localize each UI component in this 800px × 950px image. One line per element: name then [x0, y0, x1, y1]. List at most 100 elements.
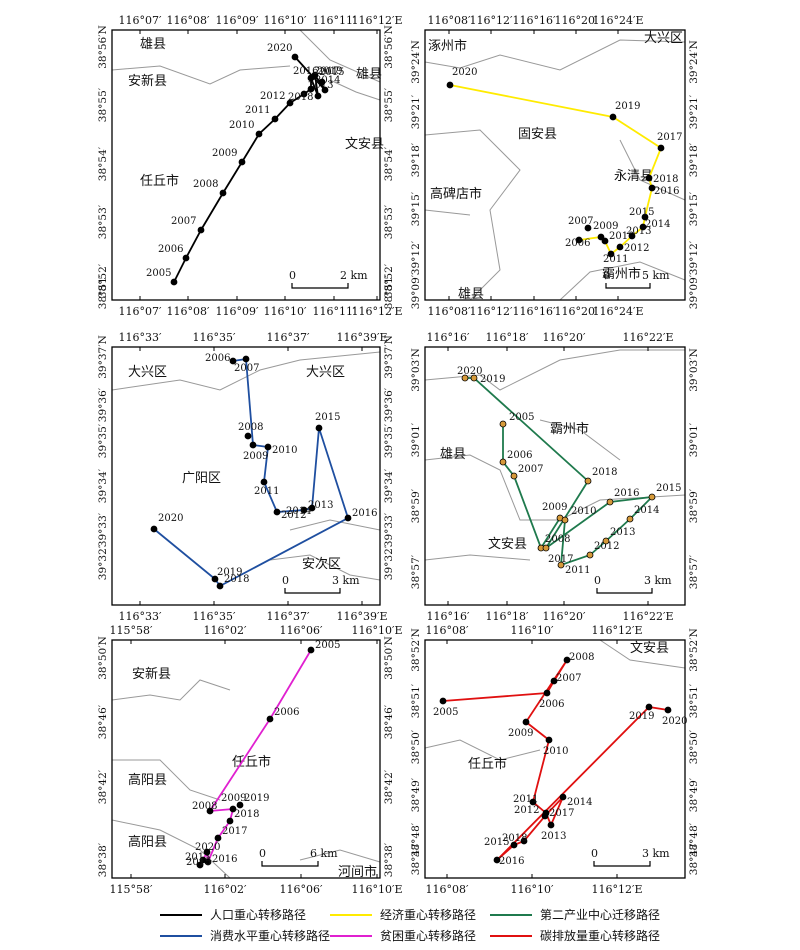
y-tick-right: 38°51′ [688, 683, 700, 718]
y-tick-right: 38°54′ [383, 146, 395, 181]
y-tick-left: 38°48′ [410, 822, 422, 857]
boundary-line [111, 351, 381, 391]
center-point [493, 856, 501, 864]
year-label: 2016 [352, 508, 377, 519]
center-point [522, 718, 530, 726]
x-tick-bottom: 115°58′ [110, 883, 153, 896]
center-point [214, 834, 222, 842]
x-tick-bottom: 116°11′ [313, 305, 356, 318]
year-label: 2018 [288, 92, 313, 103]
y-tick-left: 39°15′ [410, 191, 422, 226]
center-point [461, 374, 469, 382]
y-tick-right: 38°38′ [383, 842, 395, 877]
y-tick-right: 38°49′ [688, 777, 700, 812]
year-label: 2020 [195, 842, 220, 853]
boundary-line [269, 554, 381, 581]
year-label: 2020 [158, 513, 183, 524]
legend-label-carbon: 碳排放量重心转移路径 [540, 929, 661, 943]
center-point [542, 544, 550, 552]
year-label: 2019 [615, 101, 640, 112]
map-frame [424, 29, 686, 301]
x-tick-top: 116°24′E [592, 14, 643, 27]
center-point [204, 858, 212, 866]
legend-item-population: 人口重心转移路径 [160, 906, 306, 923]
x-tick-bottom: 116°06′ [280, 883, 323, 896]
center-point [229, 805, 237, 813]
center-point [242, 355, 250, 363]
year-label: 2011 [603, 254, 628, 265]
scale-label-end: 6 km [310, 847, 338, 860]
center-point [273, 508, 281, 516]
center-point [446, 81, 454, 89]
x-tick-top: 116°10′ [511, 624, 554, 637]
place-label: 任丘市 [232, 754, 271, 770]
year-label: 2015 [315, 412, 340, 423]
y-tick-right: 38°59′ [688, 488, 700, 523]
year-label: 2019 [480, 374, 505, 385]
x-tick-bottom: 116°12′E [591, 883, 642, 896]
scale-label-start: 0 [282, 574, 289, 587]
scale-label-start: 0 [289, 269, 296, 282]
place-label: 大兴区 [644, 31, 683, 46]
legend-item-poverty: 贫困重心转移路径 [330, 927, 476, 944]
x-tick-bottom: 116°39′E [336, 610, 387, 623]
map-panel-economy: 116°08′116°08′116°12′116°12′116°16′116°1… [410, 14, 700, 318]
center-point [563, 656, 571, 664]
year-label: 2008 [238, 422, 263, 433]
year-label: 2017 [657, 132, 682, 143]
center-point [547, 821, 555, 829]
y-tick-right: 39°34′ [383, 468, 395, 503]
center-point [307, 646, 315, 654]
scale-label-end: 2 km [340, 269, 368, 282]
migration-path-population [173, 56, 326, 283]
scale-bar [291, 283, 349, 289]
center-point [657, 144, 665, 152]
year-label: 2011 [513, 794, 538, 805]
year-label: 2018 [653, 174, 678, 185]
legend-line-consumption [160, 934, 202, 937]
y-tick-left: 39°34′ [97, 468, 109, 503]
boundary-line [559, 261, 686, 301]
year-label: 2009 [221, 793, 246, 804]
y-tick-left: 38°55′ [97, 87, 109, 122]
x-tick-top: 116°08′ [428, 14, 471, 27]
year-label: 2018 [502, 833, 527, 844]
x-tick-bottom: 116°20′ [555, 305, 598, 318]
center-point [315, 424, 323, 432]
year-label: 2011 [245, 105, 270, 116]
center-point [229, 357, 237, 365]
center-point [628, 232, 636, 240]
center-point [607, 250, 615, 258]
x-tick-top: 116°16′ [427, 331, 470, 344]
place-label: 霸州市 [602, 266, 641, 282]
y-tick-right: 39°03′N [688, 348, 700, 392]
center-point [216, 582, 224, 590]
map-panels: 116°07′ 116°07′ 116°08′ 116°08′ 116°09′ 116°0… [97, 14, 700, 896]
center-point [586, 551, 594, 559]
x-tick-top: 116°12′ [470, 14, 513, 27]
center-point [597, 233, 605, 241]
y-tick-right: 39°33′ [383, 512, 395, 547]
year-label: 2016 [212, 854, 237, 865]
map-panel-industry: 116°16′ 116°16′ 116°18′ 116°18′ 116°20′ 116°2… [410, 331, 700, 623]
center-point [557, 561, 565, 569]
y-tick-left: 39°01′ [410, 422, 422, 457]
map-frame [424, 639, 686, 879]
y-tick-left: 39°09′ [410, 274, 422, 309]
y-tick-left: 38°53′ [97, 204, 109, 239]
boundary-line [112, 759, 221, 801]
boundary-line [111, 819, 231, 879]
year-label: 2006 [205, 353, 230, 364]
legend-item-industry: 第二产业中心迁移路径 [490, 906, 660, 923]
legend-line-economy [330, 913, 372, 916]
x-tick-top: 116°11′ [313, 14, 356, 27]
year-label: 2016 [499, 856, 524, 867]
center-point [244, 432, 252, 440]
y-tick-right: 38°48′ [688, 822, 700, 857]
x-tick-bottom: 116°02′ [204, 883, 247, 896]
center-point [559, 793, 567, 801]
center-point [575, 236, 583, 244]
scale-bar [261, 861, 319, 867]
y-tick-right: 39°15′ [688, 191, 700, 226]
